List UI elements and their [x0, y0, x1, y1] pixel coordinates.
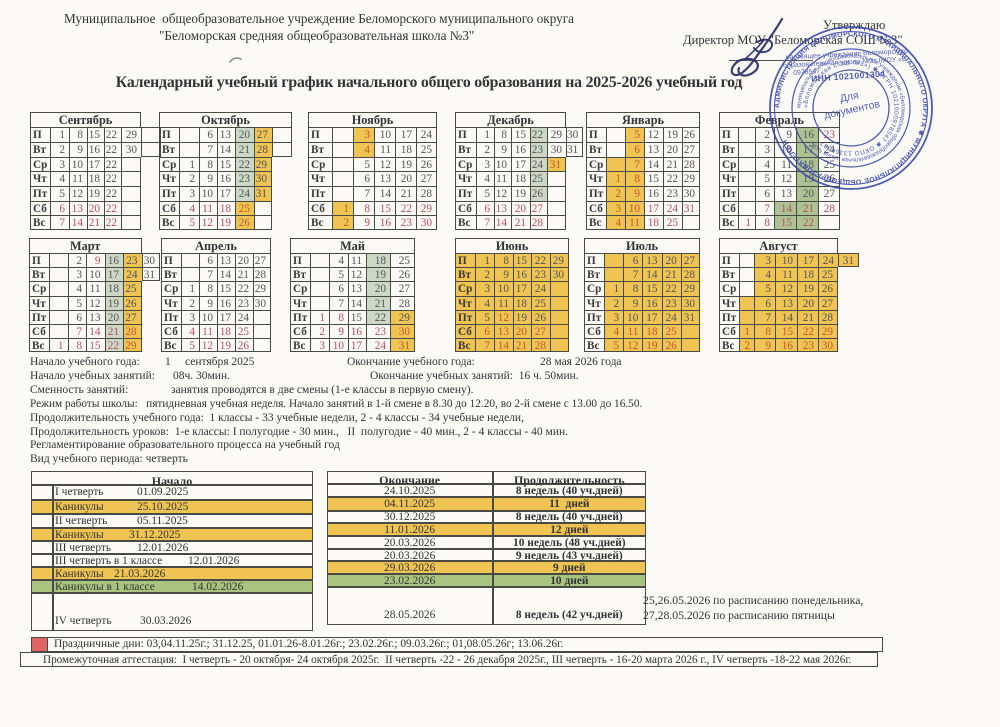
svg-text:образовательная школа №3з (МОУ: образовательная школа №3з (МОУ «Б: [783, 55, 907, 69]
